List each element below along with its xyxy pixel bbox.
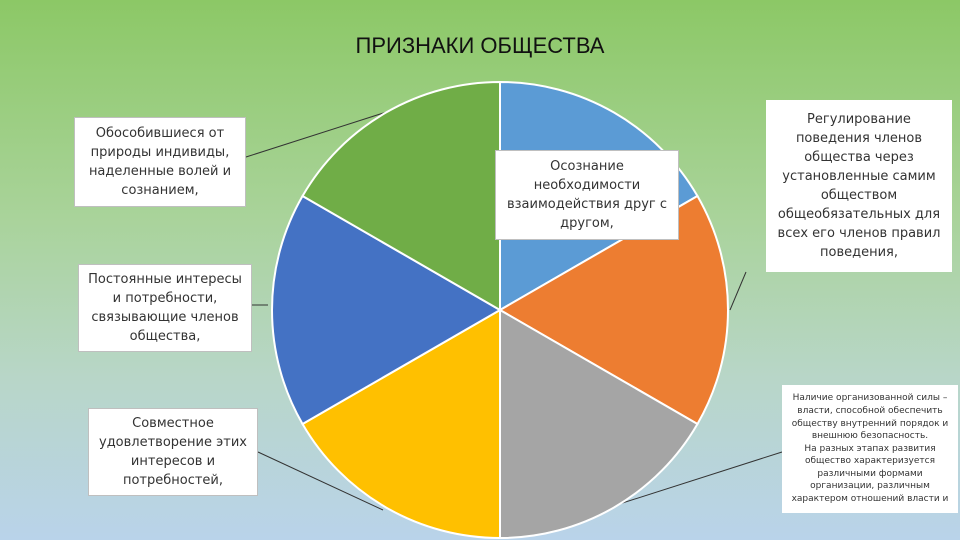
seg-joint-satisfaction bbox=[301, 308, 501, 540]
label-separated-individuals: Обособившиеся от природы индивиды, надел… bbox=[74, 117, 246, 207]
leader-line-organized-power bbox=[612, 451, 783, 507]
slide-title: ПРИЗНАКИ ОБЩЕСТВА bbox=[355, 33, 605, 58]
label-organized-power: Наличие организованной силы – власти, сп… bbox=[782, 385, 958, 513]
leader-line-regulation bbox=[729, 271, 747, 311]
seg-separated-individuals bbox=[301, 80, 501, 312]
label-awareness: Осознание необходимости взаимодействия д… bbox=[495, 150, 679, 240]
label-regulation: Регулирование поведения членов общества … bbox=[766, 100, 952, 272]
leader-line-joint-satisfaction bbox=[257, 451, 384, 511]
label-joint-satisfaction: Совместное удовлетворение этих интересов… bbox=[88, 408, 258, 496]
leader-line-separated-individuals bbox=[245, 107, 400, 158]
leader-lines bbox=[245, 107, 783, 511]
label-permanent-interests: Постоянные интересы и потребности, связы… bbox=[78, 264, 252, 352]
seg-permanent-interests bbox=[271, 194, 503, 426]
seg-organized-power bbox=[499, 308, 699, 540]
seg-regulation bbox=[497, 194, 729, 426]
